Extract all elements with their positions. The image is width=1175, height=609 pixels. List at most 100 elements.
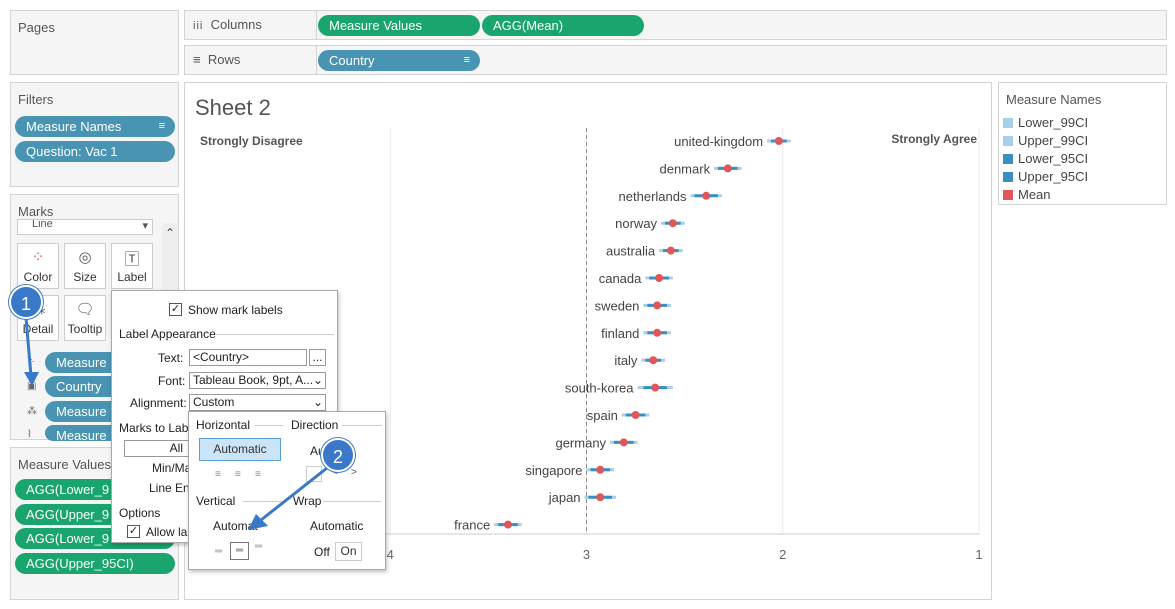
mean-point [723, 164, 732, 173]
columns-icon: iii [193, 20, 204, 32]
country-label: denmark [659, 161, 710, 176]
label-appearance-divider [216, 334, 334, 335]
horizontal-divider [255, 425, 283, 426]
rows-shelf[interactable]: ≡ Rows Country ≡ [184, 45, 1167, 75]
direction-up-icon[interactable]: < [332, 467, 338, 478]
marks-color-button[interactable]: ⁘ Color [17, 243, 59, 289]
align-right-icon[interactable]: ≡ [255, 469, 261, 480]
alignment-value: Custom [193, 395, 235, 409]
align-center-icon[interactable]: ≡ [235, 469, 241, 480]
legend-swatch [1003, 190, 1013, 200]
rows-label: ≡ Rows [193, 52, 241, 67]
label-alignment-select[interactable]: Custom ⌄ [189, 394, 326, 411]
mean-point [666, 246, 675, 255]
pages-title: Pages [18, 20, 55, 35]
strongly-disagree-label: Strongly Disagree [200, 134, 303, 148]
legend-item[interactable]: Lower_99CI [1003, 114, 1088, 132]
columns-shelf[interactable]: iii Columns Measure Values AGG(Mean) [184, 10, 1167, 40]
mean-point [651, 383, 660, 392]
country-label: sweden [595, 298, 640, 313]
x-tick-label: 1 [975, 547, 982, 562]
wrap-off-option[interactable]: Off [314, 545, 330, 559]
columns-pill-agg-mean[interactable]: AGG(Mean) [482, 15, 644, 36]
label-text-field[interactable]: <Country> [189, 349, 307, 366]
label-text-editor-button[interactable]: ... [309, 349, 326, 366]
chevron-down-icon: ⌄ [312, 395, 323, 409]
filters-panel[interactable]: Filters Measure Names ≡ Question: Vac 1 [10, 82, 179, 187]
strongly-agree-label: Strongly Agree [891, 132, 977, 146]
direction-heading: Direction [291, 418, 339, 432]
alignment-popup[interactable]: Horizontal Direction Automatic Au ≡ ≡ ≡ … [188, 411, 386, 570]
columns-pill-measure-values[interactable]: Measure Values [318, 15, 480, 36]
mark-type-select[interactable]: Line ▾ [17, 219, 153, 235]
country-label: finland [601, 326, 639, 341]
marks-size-button[interactable]: ◎ Size [64, 243, 106, 289]
legend-item[interactable]: Mean [1003, 186, 1051, 204]
country-label: italy [614, 353, 638, 368]
annotation-badge-2: 2 [321, 438, 355, 472]
line-ends-option[interactable]: Line En [149, 481, 190, 495]
columns-label: iii Columns [193, 17, 262, 32]
country-label: singapore [525, 463, 582, 478]
legend-item[interactable]: Lower_95CI [1003, 150, 1088, 168]
wrap-divider [323, 501, 381, 502]
direction-horizontal-button[interactable] [306, 466, 322, 482]
mean-point [649, 356, 658, 365]
mean-point [596, 493, 605, 502]
rows-pill-country[interactable]: Country ≡ [318, 50, 480, 71]
mean-point [596, 465, 605, 474]
marks-to-label-all-option[interactable]: All [124, 440, 194, 457]
legend-item[interactable]: Upper_95CI [1003, 168, 1088, 186]
filter-pill-label: Measure Names [26, 119, 122, 134]
country-label: germany [555, 435, 606, 450]
label-icon: 🅃 [124, 251, 140, 268]
detail-field-icon: ⁂ [27, 406, 37, 417]
country-label: south-korea [565, 381, 634, 396]
dot-plot-chart: 4 3 2 1 Strongly Disagree Strongly Agree unite… [194, 128, 983, 562]
country-label: france [454, 518, 490, 533]
direction-divider [342, 425, 382, 426]
mean-point [631, 411, 640, 419]
legend-panel[interactable]: Measure Names [998, 82, 1167, 205]
measure-pill-upper-95[interactable]: AGG(Upper_95CI) [15, 553, 175, 574]
show-mark-labels-checkbox[interactable]: ✓ [169, 303, 182, 316]
marks-title: Marks [18, 204, 54, 219]
filter-pill-measure-names[interactable]: Measure Names ≡ [15, 116, 175, 137]
valign-top-icon[interactable]: ═ [215, 546, 223, 557]
x-tick-label: 2 [779, 547, 786, 562]
legend-swatch [1003, 136, 1013, 146]
align-left-icon[interactable]: ≡ [215, 469, 221, 480]
size-icon: ◎ [78, 249, 92, 266]
marks-label-button[interactable]: 🅃 Label [111, 243, 153, 289]
pages-panel[interactable]: Pages [10, 10, 179, 75]
direction-down-icon[interactable]: > [351, 467, 357, 478]
legend-label: Lower_95CI [1018, 151, 1089, 166]
label-font-select[interactable]: Tableau Book, 9pt, A... ⌄ [189, 372, 326, 389]
mark-type-value: Line [32, 219, 53, 230]
country-label: united-kingdom [674, 134, 763, 149]
valign-middle-button[interactable]: ═ [230, 542, 249, 560]
filter-icon[interactable]: ≡ [158, 120, 165, 132]
chevron-down-icon: ▾ [142, 220, 148, 232]
mean-point [774, 137, 783, 145]
scroll-up-icon[interactable]: ⌃ [165, 226, 176, 240]
legend-swatch [1003, 118, 1013, 128]
sheet-title: Sheet 2 [195, 95, 271, 120]
mean-point [653, 301, 662, 310]
min-max-option[interactable]: Min/Ma [152, 461, 192, 475]
country-label: japan [548, 490, 581, 505]
filter-pill-question[interactable]: Question: Vac 1 [15, 141, 175, 162]
wrap-on-button[interactable]: On [335, 542, 362, 561]
legend-item[interactable]: Upper_99CI [1003, 132, 1088, 150]
vertical-automatic-option[interactable]: Automat [213, 519, 258, 533]
allow-labels-checkbox[interactable]: ✓ [127, 525, 140, 538]
sort-icon[interactable]: ≡ [463, 54, 470, 66]
label-appearance-heading: Label Appearance [119, 327, 216, 341]
wrap-automatic-option[interactable]: Automatic [310, 519, 364, 533]
allow-labels-text: Allow la [146, 525, 188, 539]
marks-tooltip-button[interactable]: 🗨 Tooltip [64, 295, 106, 341]
horizontal-automatic-button[interactable]: Automatic [199, 438, 281, 461]
mean-point [702, 191, 711, 200]
legend-label: Lower_99CI [1018, 115, 1089, 130]
valign-bottom-icon[interactable]: ═ [255, 541, 263, 552]
